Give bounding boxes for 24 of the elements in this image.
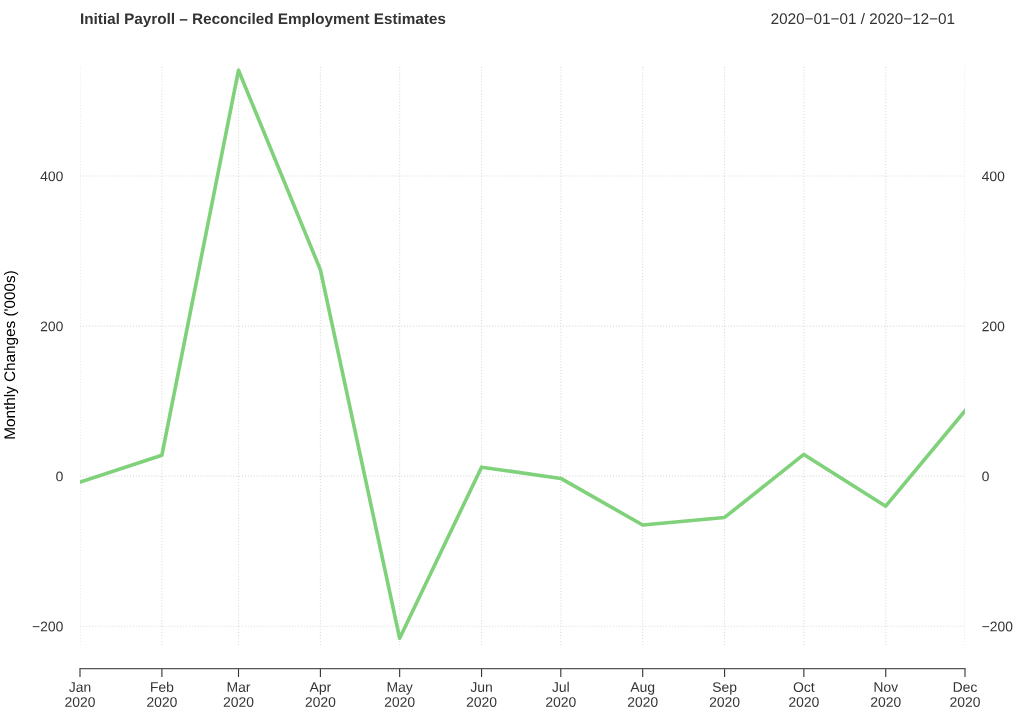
x-tick-label: Mar 2020 xyxy=(223,682,254,707)
x-tick-label: Oct 2020 xyxy=(789,682,819,707)
x-tick-label: Jul 2020 xyxy=(546,681,576,707)
y2-tick-label: 400 xyxy=(981,171,1005,182)
y-axis-title: Monthly Changes ('000s) xyxy=(3,271,19,439)
x-tick-label: Aug 2020 xyxy=(627,682,658,707)
line-series xyxy=(80,68,965,641)
x-tick-label: May 2020 xyxy=(384,682,415,707)
y2-tick-label: 0 xyxy=(982,471,989,482)
x-tick-label: Dec 2020 xyxy=(950,682,980,707)
y-tick-label: 0 xyxy=(56,471,63,482)
x-tick-label: Feb 2020 xyxy=(147,681,177,707)
x-tick-label: Apr 2020 xyxy=(305,682,336,707)
y-tick-label: 400 xyxy=(40,171,63,182)
y2-tick-label: 200 xyxy=(982,321,1005,332)
x-tick-label: Nov 2020 xyxy=(871,682,901,707)
x-tick-label: Sep 2020 xyxy=(709,682,740,707)
x-tick-label: Jan 2020 xyxy=(65,682,95,707)
y-tick-label: 200 xyxy=(40,321,63,332)
y-tick-label: −200 xyxy=(32,621,63,632)
chart-title: Initial Payroll – Reconciled Employment Estimates xyxy=(81,12,446,28)
y2-tick-label: −200 xyxy=(982,621,1013,632)
x-tick-label: Jun 2020 xyxy=(466,682,497,707)
chart-subtitle: 2020−01−01 / 2020−12−01 xyxy=(771,12,955,25)
